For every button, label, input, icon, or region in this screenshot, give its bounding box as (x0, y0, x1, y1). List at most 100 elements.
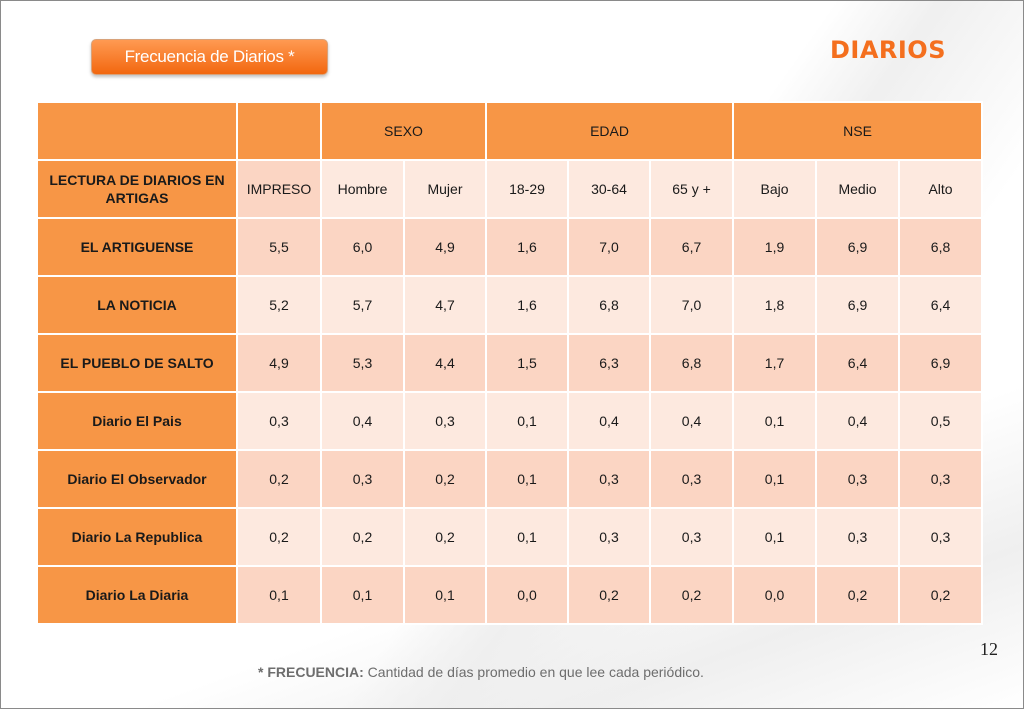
table-row: EL ARTIGUENSE 5,5 6,0 4,9 1,6 7,0 6,7 1,9 6,9 6,8 (36, 217, 984, 277)
table-cell: 0,1 (732, 449, 818, 509)
header-empty-cell (236, 101, 322, 161)
row-label: Diario El Observador (36, 449, 238, 509)
group-header-edad: EDAD (484, 101, 735, 161)
table-cell: 0,1 (485, 391, 569, 451)
table-row: Diario El Pais 0,3 0,4 0,3 0,1 0,4 0,4 0,1 0,4 0,… (36, 391, 984, 451)
table-cell: 4,9 (236, 333, 322, 393)
table-cell: 6,4 (898, 275, 984, 335)
table-cell: 0,1 (485, 507, 569, 567)
table-cell: 0,3 (567, 507, 651, 567)
table-cell: 0,1 (236, 565, 322, 625)
row-label: LA NOTICIA (36, 275, 238, 335)
table-cell: 5,3 (320, 333, 405, 393)
table-cell: 0,0 (485, 565, 569, 625)
table-cell: 0,4 (567, 391, 651, 451)
column-header: 18-29 (485, 159, 569, 219)
column-header: Hombre (320, 159, 405, 219)
column-header: Medio (815, 159, 901, 219)
table-cell: 0,4 (320, 391, 405, 451)
table-cell: 0,4 (815, 391, 901, 451)
table-cell: 0,1 (485, 449, 569, 509)
table-cell: 0,2 (567, 565, 651, 625)
table-body: EL ARTIGUENSE 5,5 6,0 4,9 1,6 7,0 6,7 1,9 6,9 6,8… (36, 217, 984, 625)
title-button[interactable]: Frecuencia de Diarios * (91, 39, 328, 75)
footnote-label: * FRECUENCIA: (258, 664, 364, 680)
table-cell: 1,6 (485, 275, 569, 335)
table-cell: 0,3 (815, 507, 901, 567)
table-cell: 1,7 (732, 333, 818, 393)
table-cell: 0,2 (648, 565, 735, 625)
table-cell: 0,3 (320, 449, 405, 509)
table-cell: 6,9 (815, 217, 901, 277)
footnote-text: Cantidad de días promedio en que lee cad… (363, 664, 704, 680)
table-cell: 6,0 (320, 217, 405, 277)
table-cell: 0,1 (732, 507, 818, 567)
column-header-row: LECTURA DE DIARIOS EN ARTIGAS IMPRESO Ho… (36, 159, 984, 219)
table-cell: 0,3 (815, 449, 901, 509)
row-label: Diario La Republica (36, 507, 238, 567)
table-cell: 6,9 (898, 333, 984, 393)
table-cell: 4,9 (403, 217, 487, 277)
table-cell: 6,4 (815, 333, 901, 393)
table-cell: 1,9 (732, 217, 818, 277)
table-cell: 0,2 (320, 507, 405, 567)
group-header-row: SEXO EDAD NSE (36, 101, 984, 161)
table-cell: 0,1 (732, 391, 818, 451)
table-row: LA NOTICIA 5,2 5,7 4,7 1,6 6,8 7,0 1,8 6,9 6,4 (36, 275, 984, 335)
table-cell: 4,7 (403, 275, 487, 335)
table-cell: 0,2 (236, 449, 322, 509)
table-cell: 1,8 (732, 275, 818, 335)
table-cell: 6,7 (648, 217, 735, 277)
table-row: Diario El Observador 0,2 0,3 0,2 0,1 0,3 0,3 0,… (36, 449, 984, 509)
table-cell: 7,0 (567, 217, 651, 277)
table-cell: 6,3 (567, 333, 651, 393)
column-header: IMPRESO (236, 159, 322, 219)
column-header: 65 y + (648, 159, 735, 219)
row-label: EL ARTIGUENSE (36, 217, 238, 277)
brand-title: DIARIOS (829, 36, 946, 64)
table-cell: 6,8 (898, 217, 984, 277)
table-cell: 5,7 (320, 275, 405, 335)
table-cell: 0,4 (648, 391, 735, 451)
table-cell: 0,1 (403, 565, 487, 625)
table-row: EL PUEBLO DE SALTO 4,9 5,3 4,4 1,5 6,3 6,8 1,7 6… (36, 333, 984, 393)
table-cell: 0,3 (648, 507, 735, 567)
table-cell: 0,3 (898, 449, 984, 509)
group-header-sexo: SEXO (320, 101, 487, 161)
table-row: Diario La Republica 0,2 0,2 0,2 0,1 0,3 0,3 0,1… (36, 507, 984, 567)
header-empty-cell (36, 101, 238, 161)
column-header: Alto (898, 159, 984, 219)
table-cell: 6,8 (567, 275, 651, 335)
column-header: Mujer (403, 159, 487, 219)
table-cell: 5,2 (236, 275, 322, 335)
footnote: * FRECUENCIA: Cantidad de días promedio … (258, 664, 704, 680)
row-header-title: LECTURA DE DIARIOS EN ARTIGAS (36, 159, 238, 219)
table-cell: 0,0 (732, 565, 818, 625)
table-cell: 0,1 (320, 565, 405, 625)
table-cell: 0,2 (236, 507, 322, 567)
page-number: 12 (980, 639, 998, 659)
row-label: Diario El Pais (36, 391, 238, 451)
table-cell: 0,3 (567, 449, 651, 509)
table-cell: 0,2 (403, 507, 487, 567)
column-header: 30-64 (567, 159, 651, 219)
table-row: Diario La Diaria 0,1 0,1 0,1 0,0 0,2 0,2 0,0 0,2… (36, 565, 984, 625)
table-cell: 1,6 (485, 217, 569, 277)
frequency-table: SEXO EDAD NSE LECTURA DE DIARIOS EN ARTI… (36, 101, 984, 625)
table-cell: 7,0 (648, 275, 735, 335)
table-cell: 5,5 (236, 217, 322, 277)
table-cell: 4,4 (403, 333, 487, 393)
table-cell: 0,2 (815, 565, 901, 625)
table-cell: 6,8 (648, 333, 735, 393)
table-cell: 0,3 (403, 391, 487, 451)
table-cell: 0,3 (648, 449, 735, 509)
table-cell: 6,9 (815, 275, 901, 335)
table-cell: 1,5 (485, 333, 569, 393)
table-cell: 0,3 (898, 507, 984, 567)
group-header-nse: NSE (732, 101, 984, 161)
table-cell: 0,5 (898, 391, 984, 451)
table-cell: 0,3 (236, 391, 322, 451)
table-cell: 0,2 (403, 449, 487, 509)
row-label: EL PUEBLO DE SALTO (36, 333, 238, 393)
column-header: Bajo (732, 159, 818, 219)
